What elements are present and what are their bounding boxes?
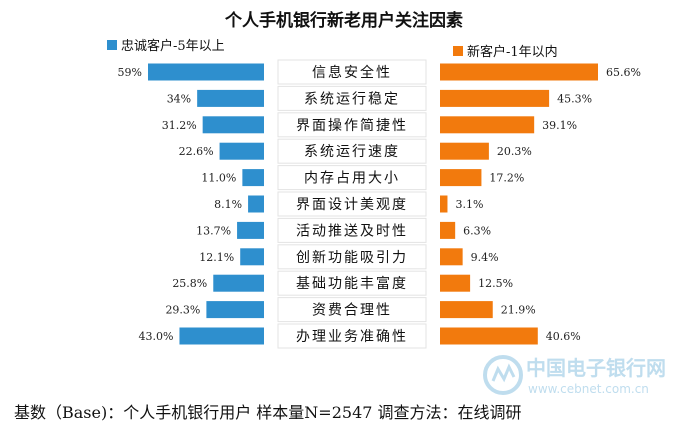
watermark: 中国电子银行网 www.cebnet.com.cn bbox=[483, 355, 666, 396]
legend-right: 新客户-1年以内 bbox=[453, 44, 558, 60]
data-label-loyal: 8.1% bbox=[214, 198, 242, 211]
bar-new bbox=[440, 142, 489, 160]
bar-loyal bbox=[179, 327, 264, 345]
category-box bbox=[277, 85, 427, 111]
watermark-logo-icon bbox=[483, 355, 523, 395]
data-label-loyal: 34% bbox=[167, 92, 191, 105]
category-label: 创新功能吸引力 bbox=[296, 250, 408, 266]
chart-title: 个人手机银行新老用户关注因素 bbox=[224, 10, 463, 31]
data-label-loyal: 31.2% bbox=[162, 119, 197, 132]
data-label-new: 12.5% bbox=[478, 277, 513, 290]
bar-new bbox=[440, 195, 448, 213]
category-label: 内存占用大小 bbox=[304, 171, 400, 187]
category-box bbox=[277, 59, 427, 85]
category-label: 界面设计美观度 bbox=[296, 197, 408, 213]
watermark-name: 中国电子银行网 bbox=[526, 356, 666, 380]
bar-new bbox=[440, 116, 535, 134]
category-box bbox=[277, 217, 427, 243]
legend-label-loyal: 忠诚客户-5年以上 bbox=[121, 38, 225, 54]
category-label: 信息安全性 bbox=[312, 64, 392, 81]
data-label-new: 9.4% bbox=[471, 251, 499, 264]
bar-new bbox=[440, 89, 550, 107]
category-box bbox=[277, 165, 427, 191]
bar-loyal bbox=[219, 142, 264, 160]
bar-loyal bbox=[206, 301, 264, 319]
bar-loyal bbox=[202, 116, 264, 134]
data-label-loyal: 25.8% bbox=[172, 277, 207, 290]
category-box bbox=[277, 323, 427, 349]
data-label-new: 39.1% bbox=[542, 119, 577, 132]
bar-new bbox=[440, 327, 538, 345]
watermark-url: www.cebnet.com.cn bbox=[528, 382, 649, 396]
legend-swatch-loyal bbox=[107, 40, 117, 50]
category-box bbox=[277, 191, 427, 217]
data-label-new: 21.9% bbox=[501, 304, 536, 317]
bars-group: 信息安全性 59% 65.6% 系统运行稳定 34% 45.3% 界面操作简捷性 31.2% 3… bbox=[118, 59, 641, 349]
category-label: 系统运行稳定 bbox=[304, 91, 400, 107]
data-label-loyal: 12.1% bbox=[199, 251, 234, 264]
data-label-new: 20.3% bbox=[497, 145, 532, 158]
bar-loyal bbox=[148, 63, 264, 81]
data-label-new: 3.1% bbox=[455, 198, 483, 211]
bar-new bbox=[440, 301, 493, 319]
category-label: 活动推送及时性 bbox=[296, 223, 408, 239]
category-label: 基础功能丰富度 bbox=[296, 275, 408, 292]
bar-loyal bbox=[237, 221, 264, 239]
legend-swatch-new bbox=[453, 46, 463, 56]
bar-new bbox=[440, 169, 482, 187]
data-label-new: 45.3% bbox=[557, 92, 592, 105]
category-box bbox=[277, 297, 427, 323]
data-label-new: 40.6% bbox=[546, 330, 581, 343]
data-label-new: 17.2% bbox=[489, 172, 524, 185]
data-label-loyal: 11.0% bbox=[201, 172, 236, 185]
data-label-new: 6.3% bbox=[463, 224, 491, 237]
category-label: 资费合理性 bbox=[312, 303, 392, 319]
bar-loyal bbox=[240, 248, 264, 266]
footer-note: 基数（Base)：个人手机银行用户 样本量N=2547 调查方法：在线调研 bbox=[14, 403, 522, 422]
bar-new bbox=[440, 274, 471, 292]
category-label: 办理业务准确性 bbox=[296, 329, 408, 345]
data-label-new: 65.6% bbox=[606, 66, 641, 79]
data-label-loyal: 59% bbox=[118, 66, 142, 79]
data-label-loyal: 29.3% bbox=[165, 304, 200, 317]
data-label-loyal: 43.0% bbox=[139, 330, 174, 343]
category-box bbox=[277, 244, 427, 270]
bar-new bbox=[440, 248, 463, 266]
bar-loyal bbox=[242, 169, 264, 187]
legend-label-new: 新客户-1年以内 bbox=[467, 44, 558, 60]
bar-loyal bbox=[248, 195, 264, 213]
category-label: 系统运行速度 bbox=[304, 144, 400, 160]
category-box bbox=[277, 112, 427, 138]
legend-left: 忠诚客户-5年以上 bbox=[107, 38, 225, 54]
bar-loyal bbox=[213, 274, 264, 292]
bar-loyal bbox=[197, 89, 264, 107]
category-box bbox=[277, 138, 427, 164]
bar-new bbox=[440, 221, 456, 239]
data-label-loyal: 13.7% bbox=[196, 224, 231, 237]
data-label-loyal: 22.6% bbox=[179, 145, 214, 158]
category-label: 界面操作简捷性 bbox=[296, 117, 408, 134]
bar-new bbox=[440, 63, 598, 81]
category-box bbox=[277, 270, 427, 296]
